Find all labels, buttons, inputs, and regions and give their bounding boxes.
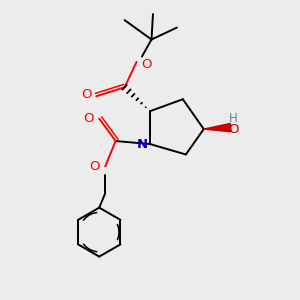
Polygon shape: [204, 123, 231, 132]
Text: O: O: [228, 123, 239, 136]
Text: O: O: [83, 112, 94, 125]
Text: N: N: [137, 137, 148, 151]
Text: O: O: [81, 88, 92, 101]
Text: O: O: [141, 58, 152, 71]
Text: H: H: [229, 112, 238, 124]
Text: O: O: [89, 160, 100, 173]
